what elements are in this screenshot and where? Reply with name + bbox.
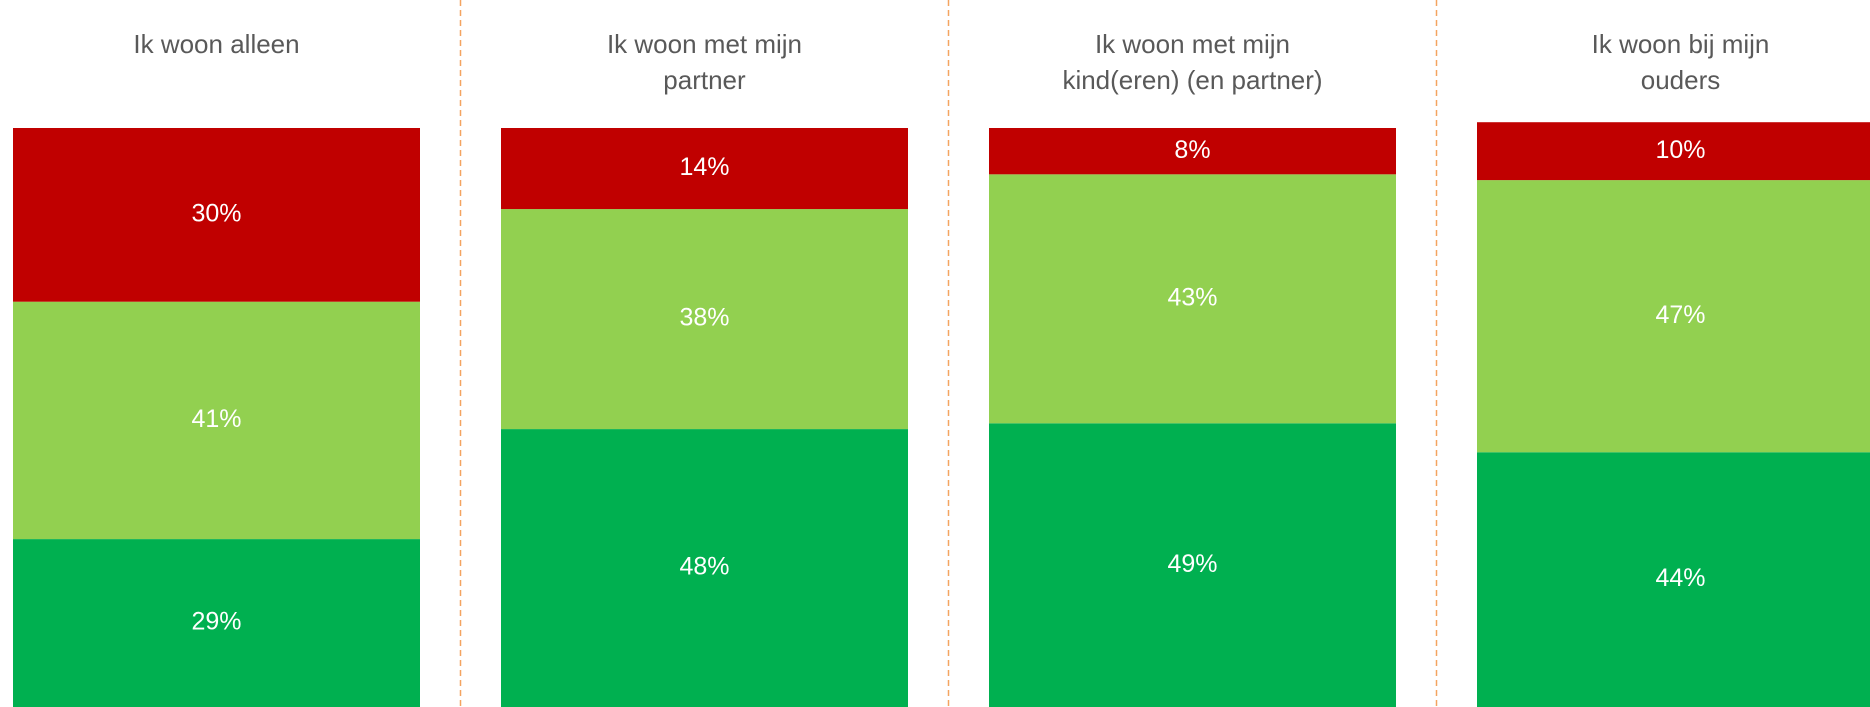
value-label: 47% bbox=[1655, 301, 1705, 329]
bar-segment bbox=[989, 423, 1396, 707]
value-label: 43% bbox=[1167, 283, 1217, 311]
bar-segment bbox=[1477, 122, 1870, 181]
value-label: 30% bbox=[191, 199, 241, 227]
category-label: Ik woon met mijn partner bbox=[606, 29, 803, 95]
value-label: 38% bbox=[679, 304, 729, 332]
bar-segment bbox=[989, 174, 1396, 424]
value-label: 48% bbox=[679, 553, 729, 581]
bar-segment bbox=[13, 539, 420, 707]
category-label: Ik woon bij mijn ouders bbox=[1591, 29, 1770, 95]
bar-segment bbox=[1477, 180, 1870, 453]
bar-segment bbox=[501, 128, 908, 210]
bar-segment bbox=[501, 209, 908, 430]
category-label: Ik woon alleen bbox=[133, 29, 300, 59]
bar-segment bbox=[989, 128, 1396, 175]
value-label: 44% bbox=[1655, 564, 1705, 592]
value-label: 8% bbox=[1174, 136, 1210, 164]
dividers bbox=[459, 0, 1438, 707]
bar-segment bbox=[501, 429, 908, 707]
value-label: 29% bbox=[191, 608, 241, 636]
value-label: 49% bbox=[1167, 550, 1217, 578]
value-label: 10% bbox=[1655, 136, 1705, 164]
bar-segment bbox=[13, 128, 420, 302]
value-label: 41% bbox=[191, 405, 241, 433]
bar-segment bbox=[1477, 452, 1870, 707]
bar-segment bbox=[13, 301, 420, 540]
value-label: 14% bbox=[679, 153, 729, 181]
category-label: Ik woon met mijn kind(eren) (en partner) bbox=[1062, 29, 1323, 95]
